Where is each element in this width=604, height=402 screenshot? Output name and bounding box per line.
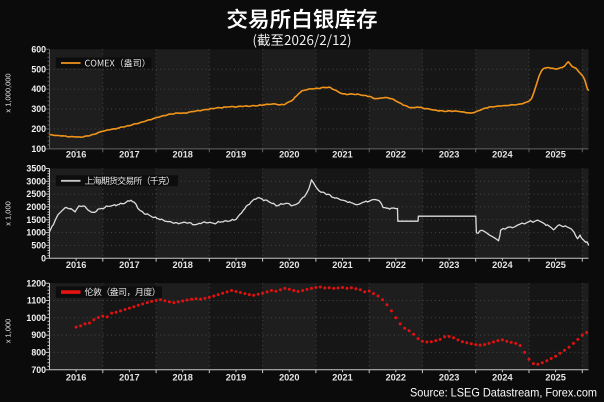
svg-text:2021: 2021	[332, 260, 352, 270]
svg-text:2018: 2018	[172, 260, 192, 270]
svg-text:3000: 3000	[26, 176, 46, 186]
svg-text:x 1,000,000: x 1,000,000	[4, 73, 13, 112]
svg-text:2016: 2016	[66, 150, 86, 160]
svg-text:3500: 3500	[26, 164, 46, 174]
svg-text:500: 500	[31, 241, 46, 251]
svg-text:2020: 2020	[279, 150, 299, 160]
svg-text:1000: 1000	[26, 228, 46, 238]
svg-text:700: 700	[31, 365, 46, 375]
svg-text:2021: 2021	[332, 372, 352, 382]
svg-text:2024: 2024	[492, 372, 513, 382]
svg-text:2019: 2019	[226, 260, 246, 270]
svg-text:2021: 2021	[332, 150, 352, 160]
svg-text:2025: 2025	[545, 260, 565, 270]
svg-text:2024: 2024	[492, 260, 513, 270]
svg-text:2017: 2017	[119, 372, 139, 382]
svg-text:2023: 2023	[439, 372, 459, 382]
svg-text:2018: 2018	[172, 150, 192, 160]
svg-text:400: 400	[31, 84, 46, 94]
svg-text:200: 200	[31, 124, 46, 134]
svg-text:1100: 1100	[27, 296, 46, 306]
svg-text:2020: 2020	[279, 372, 299, 382]
svg-text:2022: 2022	[386, 372, 406, 382]
svg-text:2500: 2500	[26, 189, 46, 199]
svg-text:2018: 2018	[172, 372, 192, 382]
svg-text:x 1,000: x 1,000	[4, 201, 13, 226]
svg-text:2016: 2016	[66, 372, 86, 382]
svg-text:2017: 2017	[119, 150, 139, 160]
svg-text:2024: 2024	[492, 150, 513, 160]
svg-text:100: 100	[31, 144, 46, 154]
svg-text:2022: 2022	[386, 260, 406, 270]
svg-text:x 1,000: x 1,000	[4, 319, 13, 344]
svg-text:2020: 2020	[279, 260, 299, 270]
svg-text:1200: 1200	[26, 278, 46, 288]
svg-text:300: 300	[31, 104, 46, 114]
svg-text:1000: 1000	[26, 313, 46, 323]
svg-text:2022: 2022	[386, 150, 406, 160]
svg-text:500: 500	[31, 64, 46, 74]
svg-text:2025: 2025	[545, 150, 565, 160]
svg-text:2019: 2019	[226, 150, 246, 160]
svg-text:600: 600	[31, 44, 46, 54]
svg-text:1500: 1500	[26, 215, 46, 225]
svg-text:Source: LSEG Datastream, Forex: Source: LSEG Datastream, Forex.com	[410, 386, 597, 400]
svg-text:900: 900	[31, 330, 46, 340]
svg-text:2019: 2019	[226, 372, 246, 382]
svg-text:800: 800	[31, 348, 46, 358]
svg-text:2016: 2016	[66, 260, 86, 270]
svg-text:2017: 2017	[119, 260, 139, 270]
svg-text:0: 0	[41, 253, 46, 263]
svg-text:2023: 2023	[439, 150, 459, 160]
svg-text:2000: 2000	[26, 202, 46, 212]
svg-text:2023: 2023	[439, 260, 459, 270]
svg-text:2025: 2025	[545, 372, 565, 382]
